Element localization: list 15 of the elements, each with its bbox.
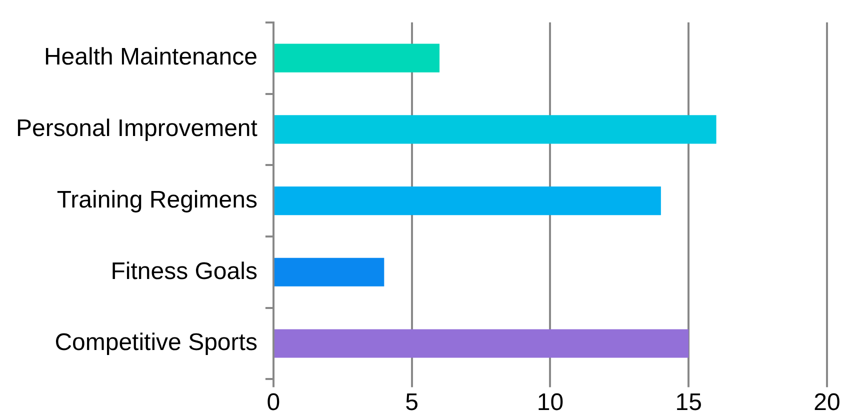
bar <box>274 186 661 216</box>
x-tick-label: 10 <box>536 389 564 416</box>
y-tick-label: Training Regimens <box>56 186 258 214</box>
y-tick-label: Personal Improvement <box>16 115 258 142</box>
x-tick-label: 15 <box>675 389 702 416</box>
bar <box>274 258 384 286</box>
x-tick-label: 20 <box>814 389 840 416</box>
y-tick-label: Competitive Sports <box>54 329 258 356</box>
y-tick-label: Fitness Goals <box>110 258 258 285</box>
x-tick-label: 5 <box>405 389 419 416</box>
x-tick-label: 0 <box>266 389 280 416</box>
bar <box>274 329 689 358</box>
bar <box>274 115 716 144</box>
y-tick-label: Health Maintenance <box>44 44 258 71</box>
bar <box>274 44 440 72</box>
